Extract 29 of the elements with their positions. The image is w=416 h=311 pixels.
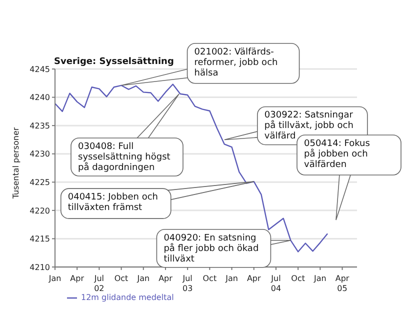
x-tick-label: Jan [313,274,326,283]
legend-label: 12m glidande medeltal [81,293,174,302]
annotation: 030408: Full sysselsättning högst på dagordningen [78,142,171,173]
x-tick-label: Apr [246,274,262,283]
y-tick-label: 4245 [30,64,50,74]
x-tick-label: Jan [48,274,62,283]
x-tick-label: Jul 02 [93,274,104,293]
y-tick-label: 4235 [30,121,50,130]
y-tick-label: 4240 [30,93,50,102]
x-tick-label: Apr [158,274,174,283]
y-tick-label: 4220 [30,206,50,216]
x-tick-label: Apr 05 [335,274,350,293]
x-tick-label: Apr [70,274,85,283]
y-tick-label: 4215 [30,234,50,244]
annotation: 050414: Fokus på jobben och välfärden [304,139,370,170]
y-axis-title: Tusental personer [12,127,20,199]
annotation: 040415: Jobben och tillväxten främst [68,192,158,214]
x-tick-label: Oct [291,274,305,283]
chart-title: Sverige: Sysselsättning [54,57,174,67]
x-tick-label: Oct [202,274,217,283]
annotation: 021002: Välfärds- reformer, jobb och hälsa [194,47,278,78]
x-tick-label: Oct [114,274,128,283]
y-tick-label: 4230 [30,150,50,159]
x-tick-label: Jul 04 [270,274,282,293]
x-tick-label: Jul 03 [182,274,193,293]
y-tick-label: 4225 [30,178,50,187]
x-tick-label: Jan [224,274,238,283]
y-tick-label: 4210 [30,262,50,272]
x-tick-label: Jan [136,274,150,283]
